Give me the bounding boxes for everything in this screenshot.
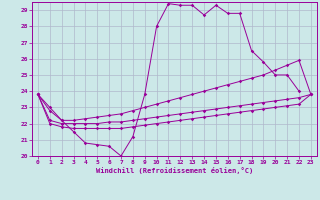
X-axis label: Windchill (Refroidissement éolien,°C): Windchill (Refroidissement éolien,°C) xyxy=(96,167,253,174)
